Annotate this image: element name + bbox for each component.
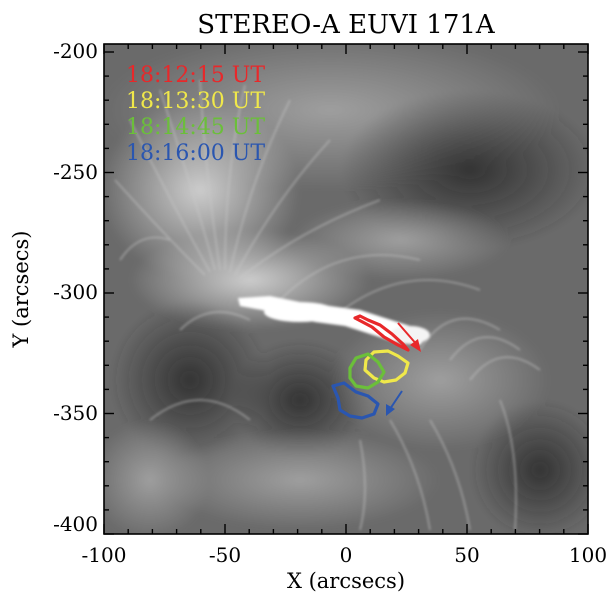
contour-blue — [331, 381, 380, 420]
y-tick-label: -300 — [53, 280, 98, 304]
x-tick-label: 50 — [454, 543, 479, 567]
y-axis-label: Y (arcsecs) — [9, 231, 33, 349]
legend-label-blue: 18:16:00 UT — [126, 141, 265, 166]
contour-red — [353, 314, 410, 352]
y-tick-label: -350 — [53, 401, 98, 425]
x-tick-label: 0 — [340, 543, 353, 567]
x-tick-label: 100 — [569, 543, 607, 567]
arrow-blue-icon — [386, 390, 403, 416]
y-tick-labels: -200 -250 -300 -350 -400 — [53, 39, 98, 536]
x-tick-label: -100 — [82, 543, 127, 567]
y-axis-ticks — [104, 51, 588, 535]
contour-green — [348, 352, 386, 390]
x-axis-label: X (arcsecs) — [287, 569, 405, 593]
y-tick-label: -250 — [53, 160, 98, 184]
legend-label-yellow: 18:13:30 UT — [126, 89, 265, 114]
x-tick-labels: -100 -50 0 50 100 — [82, 543, 608, 567]
y-tick-label: -200 — [53, 39, 98, 63]
contour-yellow — [363, 349, 410, 384]
legend-label-green: 18:14:45 UT — [126, 115, 265, 140]
legend-label-red: 18:12:15 UT — [126, 63, 265, 88]
y-tick-label: -400 — [53, 512, 98, 536]
x-tick-label: -50 — [209, 543, 241, 567]
figure-title: STEREO-A EUVI 171A — [197, 10, 496, 40]
solar-euv-image — [104, 44, 588, 534]
legend: 18:12:15 UT 18:13:30 UT 18:14:45 UT 18:1… — [126, 63, 265, 166]
x-axis-ticks — [103, 44, 589, 534]
arrow-red-icon — [397, 322, 421, 352]
